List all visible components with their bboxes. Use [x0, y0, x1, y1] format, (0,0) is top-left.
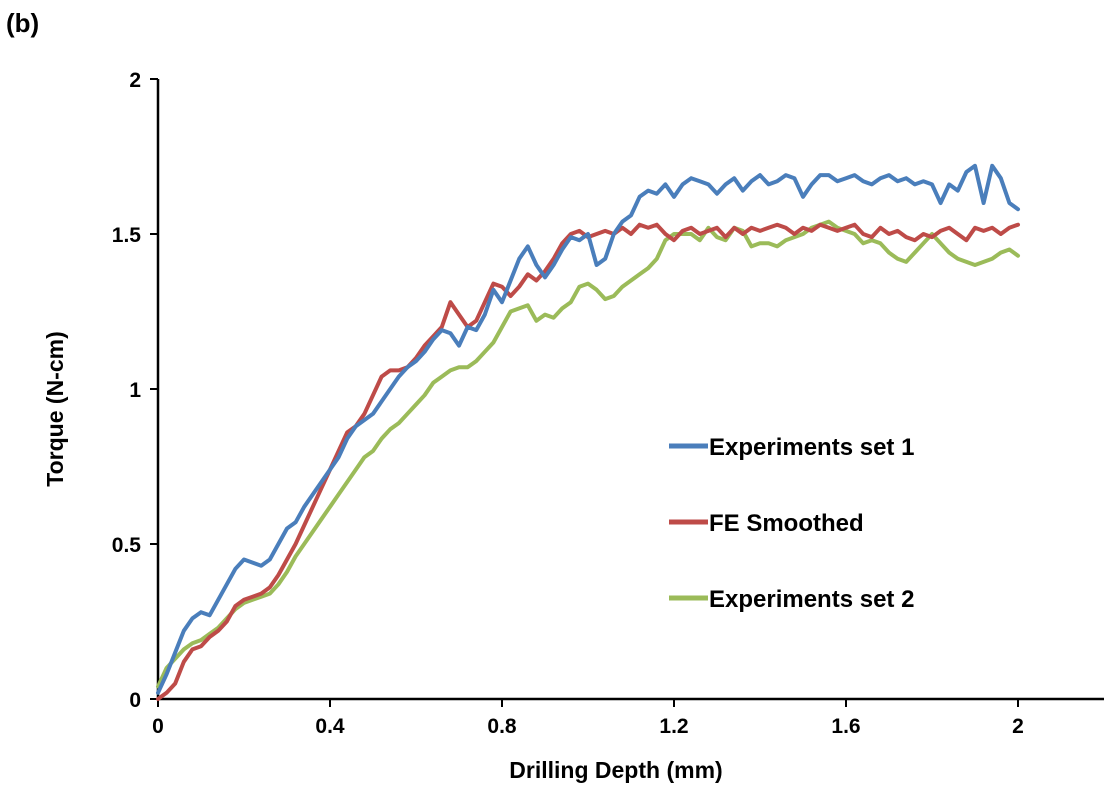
x-tick-label: 2	[1012, 715, 1024, 738]
x-tick-label: 0.8	[487, 715, 517, 738]
panel-label: (b)	[6, 8, 40, 38]
series-line-1	[156, 163, 1020, 695]
x-tick-label: 1.2	[659, 715, 688, 738]
series-layer	[156, 163, 1020, 701]
legend-label: FE Smoothed	[709, 510, 864, 537]
x-tick-label: 0	[152, 715, 164, 738]
series-line-2	[156, 222, 1020, 701]
legend: Experiments set 1 FE Smoothed Experiments …	[669, 434, 914, 613]
x-axis-title: Drilling Depth (mm)	[509, 757, 722, 783]
y-tick-label: 1	[129, 379, 141, 402]
series-line-3	[156, 219, 1020, 689]
y-tick-label: 0.5	[112, 534, 142, 557]
y-tick-label: 2	[129, 69, 141, 92]
x-tick-label: 1.6	[831, 715, 860, 738]
axes: 0 0.4 0.8 1.2 1.6 2 0 0.5 1 1.5 2	[112, 69, 1104, 738]
legend-label: Experiments set 2	[709, 586, 914, 613]
y-tick-label: 1.5	[112, 224, 142, 247]
legend-label: Experiments set 1	[709, 434, 914, 461]
y-tick-label: 0	[129, 689, 141, 712]
y-axis-title: Torque (N-cm)	[42, 331, 68, 486]
x-tick-label: 0.4	[315, 715, 345, 738]
